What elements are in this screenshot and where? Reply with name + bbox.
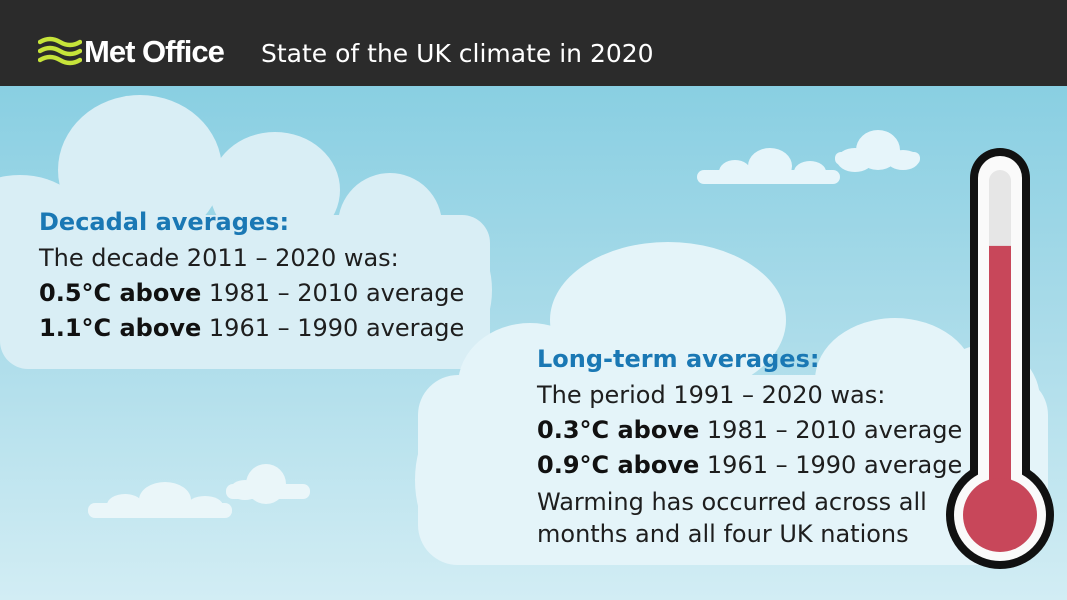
longterm-intro: The period 1991 – 2020 was: [537,381,886,409]
brand-name: Met Office [84,34,225,69]
cloud-icon [88,482,232,518]
decadal-line-1-baseline: 1981 – 2010 average [201,279,465,307]
thermometer-level [989,245,1011,515]
met-office-logo-icon [38,36,82,66]
cloud-icon [697,148,840,184]
decadal-line-2-value: 1.1°C above [39,314,202,342]
cloud-icon [415,242,1048,565]
decadal-line-1-value: 0.5°C above [39,279,202,307]
longterm-heading: Long-term averages: [537,345,820,373]
decadal-line-1: 0.5°C above 1981 – 2010 average [39,276,464,310]
cloud-icon [226,464,310,504]
longterm-line-2-baseline: 1961 – 1990 average [699,451,963,479]
longterm-line-2-value: 0.9°C above [537,451,700,479]
warming-note-line-2: months and all four UK nations [537,520,909,548]
header-bar: Met Office State of the UK climate in 20… [0,0,1067,86]
decadal-line-2: 1.1°C above 1961 – 1990 average [39,311,464,345]
longterm-line-2: 0.9°C above 1961 – 1990 average [537,448,962,482]
longterm-line-1-baseline: 1981 – 2010 average [699,416,963,444]
decadal-heading: Decadal averages: [39,208,290,236]
warming-note-line-1: Warming has occurred across all [537,488,927,516]
longterm-line-1: 0.3°C above 1981 – 2010 average [537,413,962,447]
longterm-line-1-value: 0.3°C above [537,416,700,444]
cloud-icon [835,130,920,172]
decadal-intro: The decade 2011 – 2020 was: [39,244,399,272]
cloud-icon [0,95,492,369]
decadal-line-2-baseline: 1961 – 1990 average [201,314,465,342]
page-title: State of the UK climate in 2020 [261,39,654,68]
